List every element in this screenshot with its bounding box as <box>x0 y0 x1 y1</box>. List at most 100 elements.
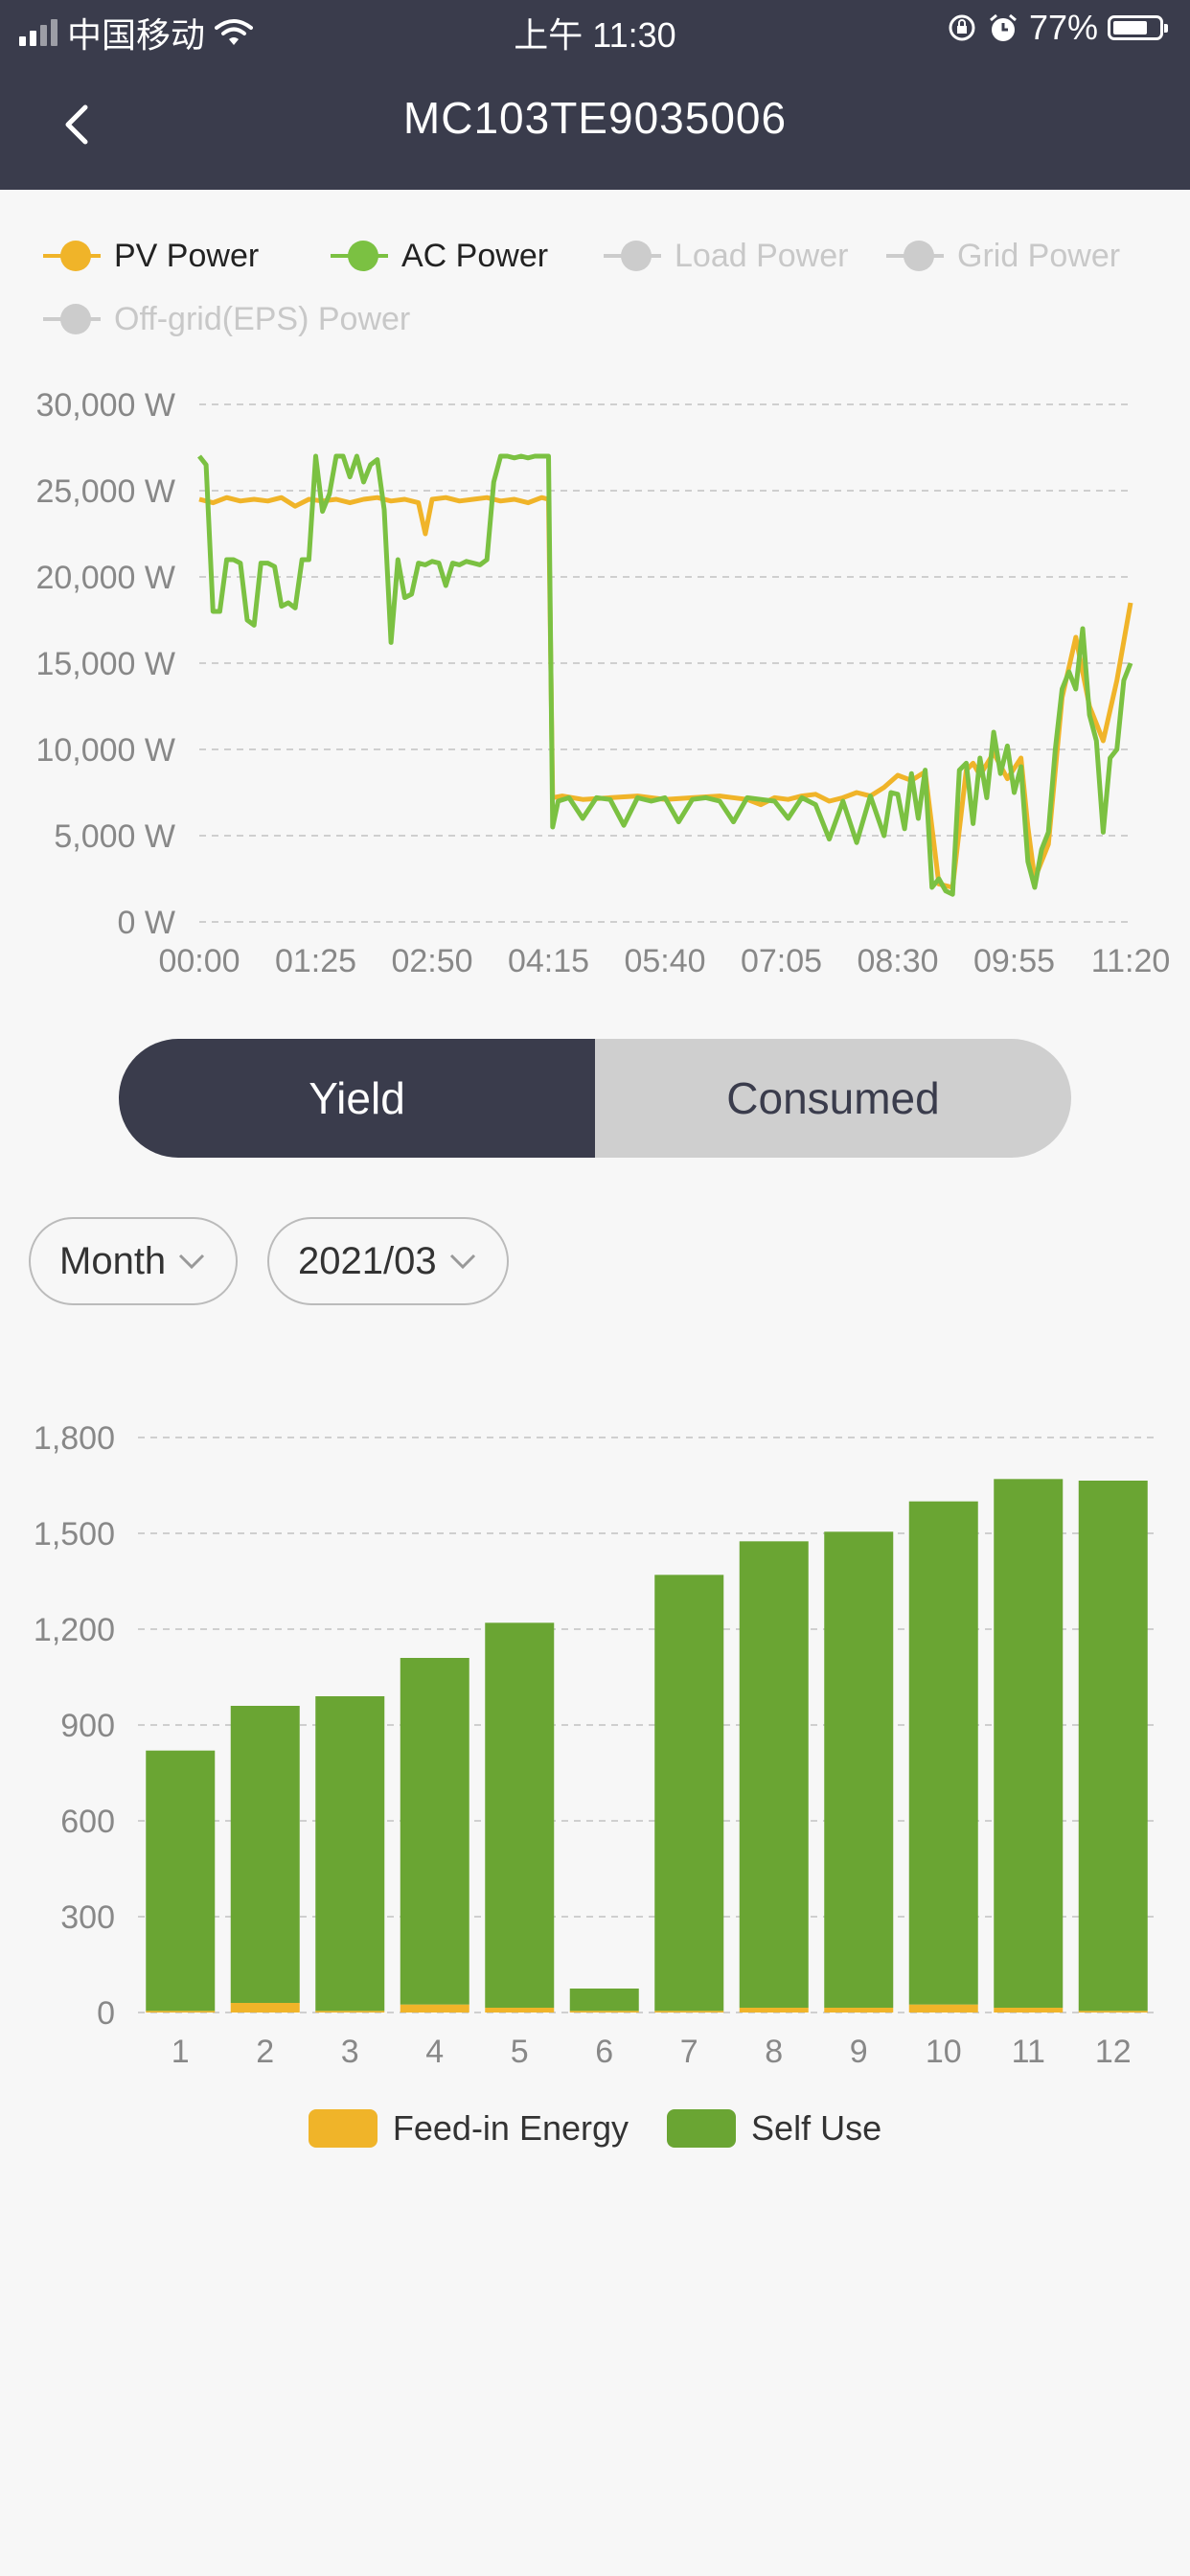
bar-self-use <box>146 1750 216 2012</box>
chevron-left-icon <box>65 104 88 145</box>
bar-self-use <box>994 1479 1064 2008</box>
bar-feed-in-energy <box>230 2003 300 2012</box>
bar-self-use <box>739 1541 809 2008</box>
x-tick-label: 10 <box>926 2034 962 2070</box>
energy-chart-legend: Feed-in Energy Self Use <box>0 2108 1190 2149</box>
bar-feed-in-energy <box>400 2004 469 2012</box>
bar-self-use <box>485 1622 555 2008</box>
battery-icon <box>1108 15 1168 40</box>
y-tick-label: 300 <box>60 1899 115 1936</box>
rotation-lock-icon <box>949 14 975 41</box>
y-tick-label: 900 <box>60 1708 115 1744</box>
y-tick-label: 0 <box>97 1995 115 2032</box>
bar-self-use <box>1078 1481 1148 2012</box>
status-bar: 中国移动 上午 11:30 77% <box>0 0 1190 59</box>
x-tick-label: 7 <box>680 2034 698 2070</box>
bar-self-use <box>400 1658 469 2005</box>
legend-feed-in[interactable]: Feed-in Energy <box>308 2108 629 2149</box>
legend-ac-power[interactable]: AC Power <box>331 238 548 275</box>
bar-self-use <box>654 1575 724 2012</box>
legend-eps-power[interactable]: Off-grid(EPS) Power <box>43 301 410 338</box>
feed-in-swatch <box>308 2109 378 2148</box>
y-tick-label: 15,000 W <box>35 646 175 682</box>
x-tick-label: 12 <box>1095 2034 1132 2070</box>
x-tick-label: 08:30 <box>857 943 938 979</box>
y-tick-label: 5,000 W <box>54 818 175 855</box>
chevron-down-icon <box>179 1254 205 1270</box>
y-tick-label: 1,200 <box>34 1612 115 1648</box>
legend-label: Feed-in Energy <box>392 2108 629 2148</box>
x-tick-label: 4 <box>425 2034 444 2070</box>
x-tick-label: 3 <box>341 2034 359 2070</box>
y-tick-label: 0 W <box>118 905 175 941</box>
power-line-chart: 0 W 5,000 W 10,000 W 15,000 W 20,000 W 25,000… <box>35 387 1171 979</box>
x-tick-label: 8 <box>765 2034 783 2070</box>
x-tick-label: 00:00 <box>158 943 240 979</box>
alarm-icon <box>989 13 1017 41</box>
legend-label: Self Use <box>751 2108 882 2148</box>
y-tick-label: 1,800 <box>34 1420 115 1457</box>
x-tick-label: 6 <box>595 2034 613 2070</box>
wifi-icon <box>215 19 254 45</box>
series-line-pv-power <box>198 494 1133 890</box>
bar-feed-in-energy <box>485 2008 555 2012</box>
y-tick-label: 1,500 <box>34 1516 115 1552</box>
y-tick-label: 30,000 W <box>35 387 175 424</box>
series-line-ac-power <box>197 453 1133 897</box>
nav-bar: MC103TE9035006 <box>0 59 1190 190</box>
x-tick-label: 11:20 <box>1091 943 1171 979</box>
bar-self-use <box>569 1989 639 2012</box>
bar-feed-in-energy <box>569 2011 639 2012</box>
legend-self-use[interactable]: Self Use <box>667 2108 881 2149</box>
signal-icon <box>19 19 57 46</box>
y-tick-label: 600 <box>60 1804 115 1840</box>
bar-self-use <box>824 1531 894 2008</box>
legend-load-power[interactable]: Load Power <box>604 238 848 275</box>
carrier-label: 中国移动 <box>67 15 206 55</box>
battery-percent: 77% <box>1028 8 1098 47</box>
x-tick-label: 05:40 <box>624 943 705 979</box>
legend-label: Off-grid(EPS) Power <box>114 301 411 337</box>
tab-consumed[interactable]: Consumed <box>595 1039 1071 1158</box>
bar-feed-in-energy <box>315 2011 385 2012</box>
bar-feed-in-energy <box>1078 2011 1148 2012</box>
bar-self-use <box>315 1696 385 2012</box>
x-tick-label: 1 <box>172 2034 190 2070</box>
period-dropdown[interactable]: Month <box>29 1217 238 1305</box>
legend-label: PV Power <box>114 238 260 274</box>
date-dropdown[interactable]: 2021/03 <box>267 1217 509 1305</box>
y-tick-label: 25,000 W <box>35 473 175 510</box>
bar-feed-in-energy <box>824 2008 894 2012</box>
bar-feed-in-energy <box>739 2008 809 2012</box>
x-tick-label: 01:25 <box>275 943 356 979</box>
x-tick-label: 02:50 <box>391 943 472 979</box>
x-tick-label: 04:15 <box>508 943 589 979</box>
tab-yield[interactable]: Yield <box>119 1039 595 1158</box>
y-tick-label: 20,000 W <box>35 560 175 596</box>
legend-pv-power[interactable]: PV Power <box>43 238 259 275</box>
self-use-swatch <box>667 2109 737 2148</box>
bar-feed-in-energy <box>146 2011 216 2012</box>
x-tick-label: 2 <box>256 2034 274 2070</box>
page-title: MC103TE9035006 <box>402 93 788 143</box>
x-tick-label: 11 <box>1012 2034 1045 2070</box>
legend-grid-power[interactable]: Grid Power <box>886 238 1120 275</box>
back-button[interactable] <box>48 96 105 153</box>
bar-feed-in-energy <box>908 2004 978 2012</box>
bar-feed-in-energy <box>654 2011 724 2012</box>
legend-label: Load Power <box>675 238 849 274</box>
bar-self-use <box>230 1706 300 2003</box>
x-tick-label: 9 <box>850 2034 868 2070</box>
x-tick-label: 09:55 <box>973 943 1055 979</box>
legend-label: AC Power <box>401 238 549 274</box>
y-tick-label: 10,000 W <box>35 732 175 769</box>
status-time: 上午 11:30 <box>514 15 676 55</box>
top-bar: 中国移动 上午 11:30 77% <box>0 0 1190 190</box>
legend-label: Grid Power <box>957 238 1121 274</box>
bar-feed-in-energy <box>994 2008 1064 2012</box>
chevron-down-icon <box>449 1254 475 1270</box>
period-value: Month <box>59 1239 167 1282</box>
x-tick-label: 07:05 <box>741 943 822 979</box>
date-value: 2021/03 <box>298 1239 437 1282</box>
